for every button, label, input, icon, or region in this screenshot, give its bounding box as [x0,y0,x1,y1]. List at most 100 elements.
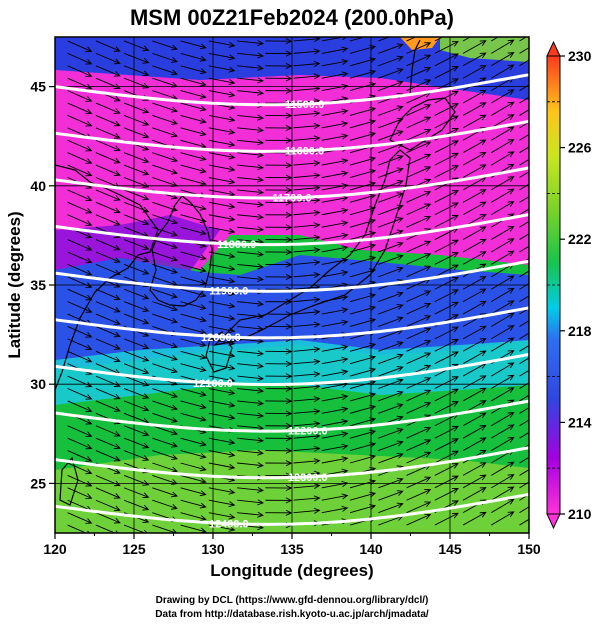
wind-vector [152,301,179,312]
wind-vector [95,350,121,363]
wind-vector [349,69,377,79]
wind-vector [152,338,179,349]
wind-vector [293,123,321,130]
wind-vector [180,474,207,484]
wind-vector [265,484,293,492]
wind-vector [208,350,236,359]
wind-vector [519,493,529,501]
wind-vector [67,164,93,177]
wind-vector [462,462,487,476]
wind-vector [152,127,179,138]
wind-vector [321,319,349,327]
wind-vector [265,162,293,169]
wind-vector [208,524,236,532]
wind-vector [519,220,529,228]
wind-vector [95,487,121,499]
wind-vector [321,307,349,315]
wind-vector [152,499,179,510]
wind-vector [293,110,321,117]
wind-vector [208,437,236,446]
wind-vector [237,201,264,208]
wind-vector [519,183,529,191]
wind-vector [406,426,432,439]
wind-vector [237,226,264,233]
wind-vector [95,450,121,462]
wind-vector [237,400,264,407]
footer-drawing-credit: Drawing by DCL (https://www.gfd-dennou.o… [156,595,429,606]
wind-vector [321,493,349,501]
wind-vector [462,52,487,67]
footer-data-source: Data from http://database.rish.kyoto-u.a… [155,609,429,620]
wind-vector [434,463,459,476]
wind-vector [265,75,293,82]
wind-vector [152,388,179,398]
wind-vector [123,487,150,499]
wind-vector [462,487,487,501]
wind-vector [123,388,150,399]
wind-vector [208,164,236,172]
wind-vector [265,187,293,194]
wind-vector [406,129,432,141]
wind-vector [378,179,404,191]
wind-vector [123,450,150,461]
wind-vector [462,474,487,489]
wind-vector [519,171,529,178]
wind-vector [321,183,349,191]
wind-vector [152,474,179,485]
wind-vector [123,152,150,163]
wind-vector [237,350,264,357]
wind-vector [378,316,404,327]
contour-label-12100.0: 12100.0 [193,378,233,390]
wind-vector [293,396,321,403]
wind-vector [378,37,391,42]
wind-vector [208,177,236,185]
wind-vector [265,373,293,380]
wind-vector [265,236,293,243]
wind-vector [321,431,349,439]
wind-vector [434,401,459,414]
wind-vector [95,524,119,533]
wind-vector [180,102,207,112]
wind-vector [491,114,515,129]
wind-vector [406,352,432,365]
wind-vector [152,115,179,125]
wind-vector [519,245,529,253]
wind-vector [293,60,321,67]
wind-vector [434,276,459,290]
wind-vector [265,261,293,268]
wind-vector [237,275,264,282]
wind-vector [152,350,179,361]
wind-vector [378,105,404,116]
y-axis: 25 30 35 40 45 [30,79,55,491]
wind-vector [208,40,236,48]
wind-vector [349,392,377,402]
wind-vector [237,151,264,158]
wind-vector [293,309,321,316]
wind-vector [293,135,321,142]
wind-vector [237,338,264,345]
wind-vector [265,398,293,405]
wind-vector [378,43,404,54]
wind-vector [265,199,293,206]
wind-vector [378,403,404,414]
wind-vector [265,311,293,318]
wind-vector [321,59,349,67]
wind-vector [67,102,93,115]
wind-vector [208,127,236,135]
wind-vector [95,201,121,214]
wind-vector [434,78,459,92]
wind-vector [265,112,293,119]
wind-vector [67,375,93,388]
y-tick-label-30: 30 [30,376,46,392]
wind-vector [293,259,321,266]
wind-vector [462,40,487,54]
wind-vector [95,474,121,487]
wind-vector [208,375,236,383]
wind-vector [152,313,179,324]
wind-vector [265,137,293,144]
wind-vector [406,153,432,166]
wind-vector [265,62,293,69]
wind-vector [67,263,93,276]
wind-vector [237,449,264,456]
wind-vector [491,52,515,67]
